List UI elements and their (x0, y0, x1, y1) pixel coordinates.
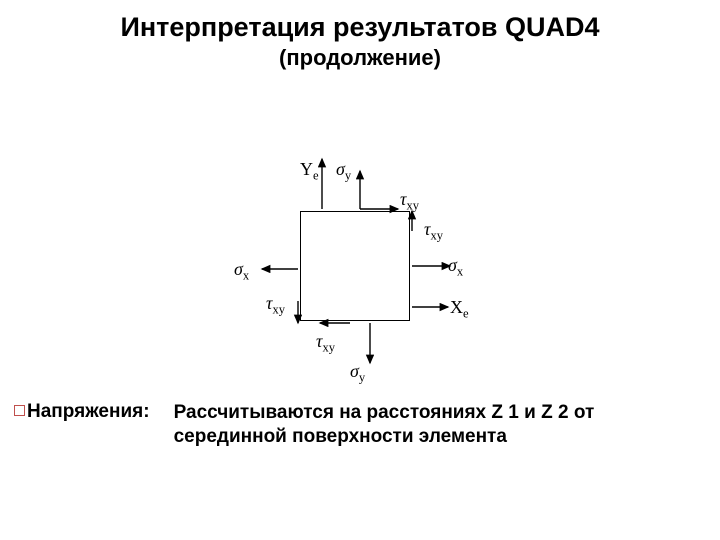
label-Ye: Ye (300, 159, 319, 184)
label-Xe: Xe (450, 297, 469, 322)
label-tau_top: τxy (400, 189, 419, 214)
footer-row: Напряжения: Рассчитываются на расстояния… (0, 401, 720, 449)
label-tau_right: τxy (424, 219, 443, 244)
bullet-icon (14, 405, 25, 416)
label-tau_left: τxy (266, 293, 285, 318)
description-text: Рассчитываются на расстоянияx Z 1 и Z 2 … (174, 401, 706, 449)
page-subtitle: (продолжение) (0, 45, 720, 71)
page-title: Интерпретация результатов QUAD4 (0, 0, 720, 43)
bullet-label: Напряжения: (27, 401, 150, 423)
label-sigmay_t: σy (336, 159, 351, 184)
stress-diagram: YeσyτxyτxyσxXeσxτxyτxyσy (0, 71, 720, 401)
label-sigmay_b: σy (350, 361, 365, 386)
label-tau_bot: τxy (316, 331, 335, 356)
element-square (300, 211, 410, 321)
label-sigmax_l: σx (234, 259, 249, 284)
bullet-term: Напряжения: (14, 401, 150, 423)
label-sigmax_r: σx (448, 255, 463, 280)
